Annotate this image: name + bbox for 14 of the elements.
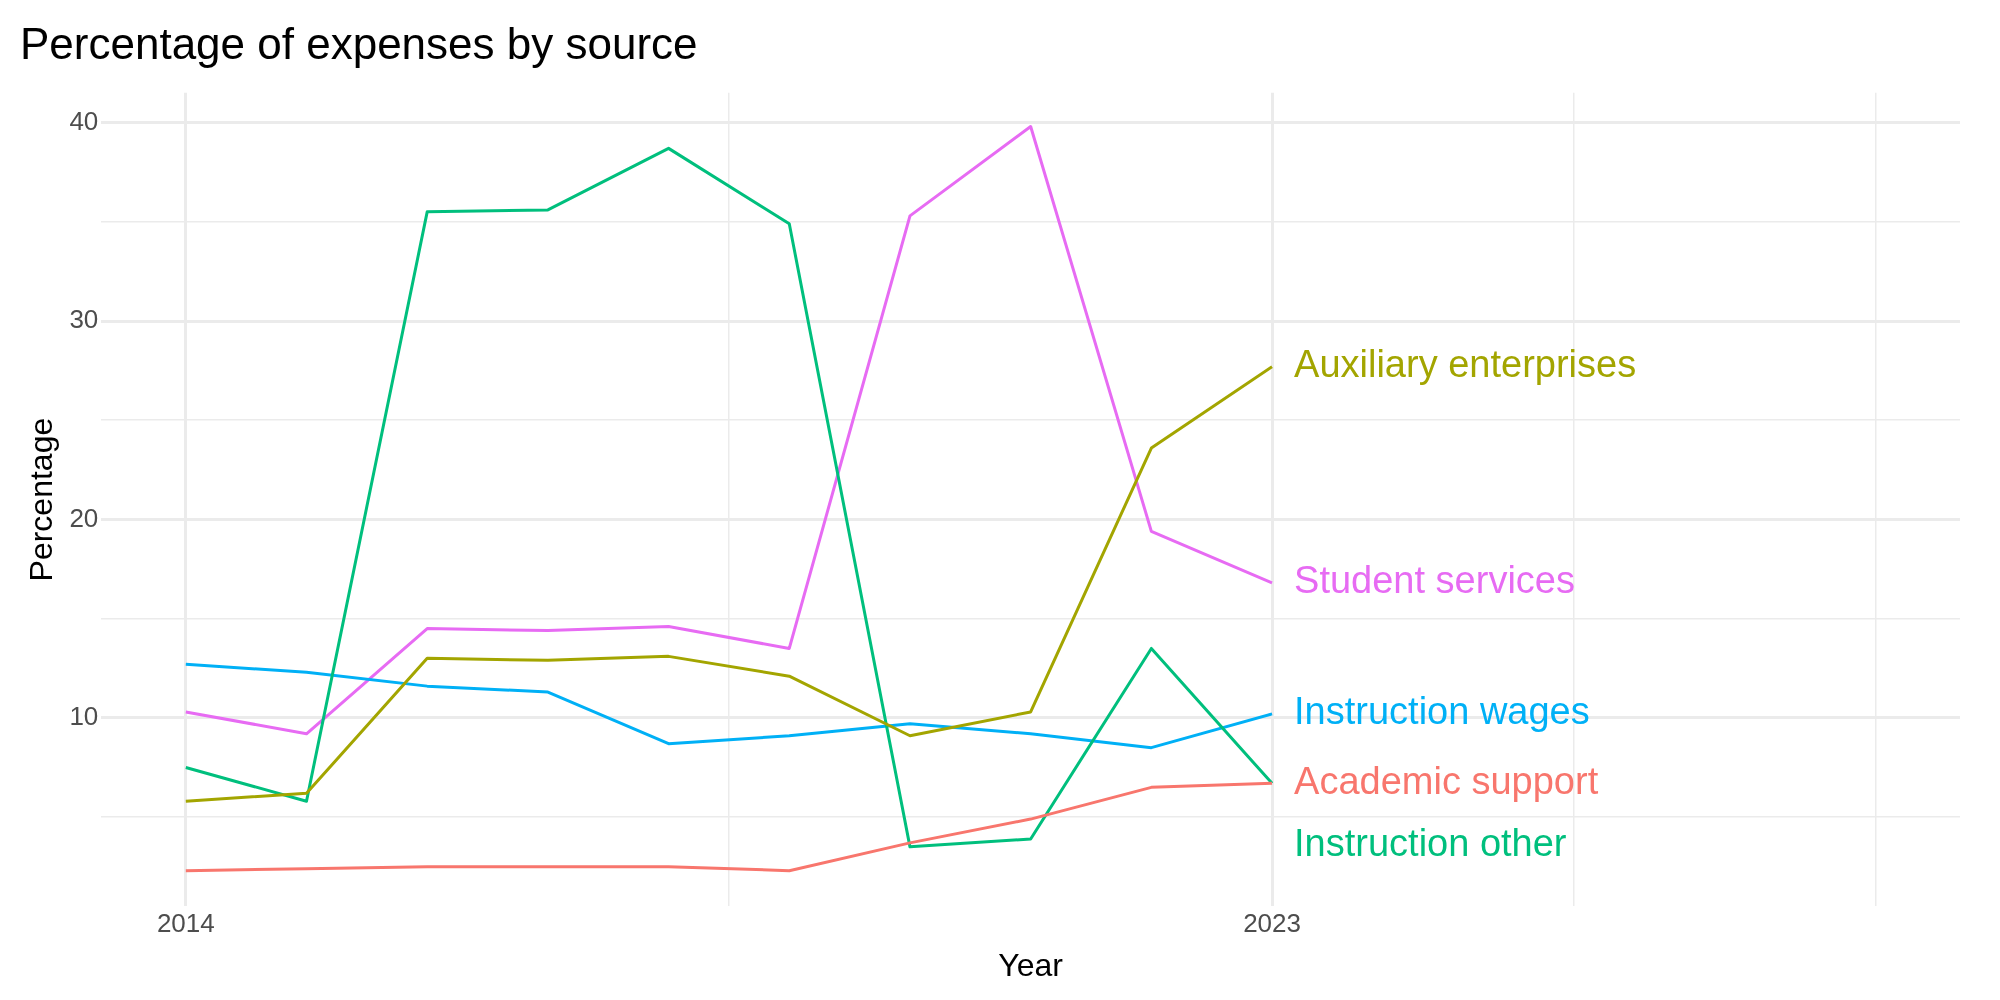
y-tick-label: 20 [69,502,99,533]
chart-title: Percentage of expenses by source [20,18,698,68]
y-tick-label: 40 [69,105,99,136]
series-label: Instruction wages [1294,690,1590,733]
series-label: Auxiliary enterprises [1294,343,1637,386]
x-axis-title: Year [998,946,1064,983]
x-tick-label: 2023 [1243,908,1301,939]
y-tick-label: 10 [69,701,99,732]
x-tick-label: 2014 [156,908,215,939]
y-tick-label: 30 [69,304,99,335]
series-label: Instruction other [1294,821,1567,864]
y-axis-title: Percentage [23,417,60,582]
series-label: Academic support [1294,759,1599,802]
series-label: Student services [1294,559,1575,602]
